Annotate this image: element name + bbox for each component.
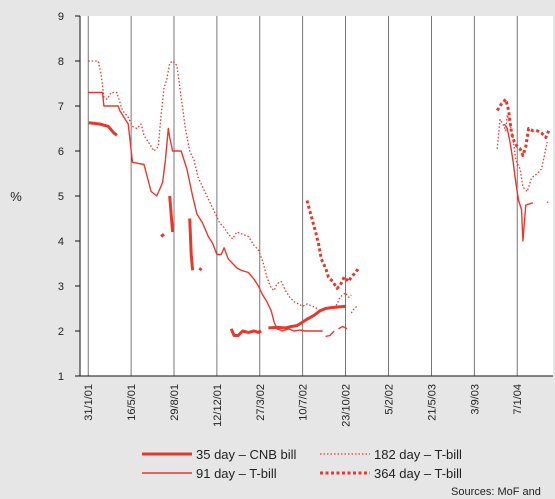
series-1 [88,121,346,337]
series-line [338,325,348,330]
x-tick-label: 16/5/01 [126,384,138,421]
x-tick-label: 10/7/02 [298,384,310,421]
y-tick-label: 6 [58,146,64,158]
series-line [88,60,318,310]
source-note: Sources: MoF and [451,486,541,498]
y-axis-label: % [10,189,22,204]
series-layer [88,60,551,338]
series-line [325,330,335,338]
y-tick-label: 7 [58,101,64,113]
series-line [188,218,195,271]
series-2 [88,91,534,338]
y-tick-label: 4 [58,236,64,248]
legend-label: 35 day – CNB bill [196,447,297,462]
series-4 [305,97,551,290]
axis-layer [75,15,553,377]
y-tick-label: 8 [58,56,64,68]
series-line [88,91,323,332]
series-line [198,267,203,272]
legend-label: 182 day – T-bill [374,447,462,462]
series-line [496,114,548,193]
series-line [160,233,165,238]
x-tick-label: 3/9/03 [469,384,481,415]
x-tick-label: 5/2/02 [384,384,396,415]
series-line [305,200,360,290]
y-tick-label: 9 [58,11,64,23]
series-3 [88,60,550,314]
series-line [168,195,175,233]
y-tick-label: 3 [58,281,64,293]
legend-label: 364 day – T-bill [374,466,462,481]
tick-layer: 31/1/01 16/5/01 29/8/01 12/12/01 27/3/02 10/7… [58,11,524,427]
x-tick-label: 7/1/04 [512,384,524,415]
x-tick-label: 29/8/01 [169,384,181,421]
series-line [88,121,118,137]
series-line [333,292,352,309]
x-tick-label: 12/12/01 [212,384,224,427]
y-tick-label: 2 [58,326,64,338]
legend-label: 91 day – T-bill [196,466,277,481]
series-line [268,304,346,330]
series-line [503,123,534,242]
x-tick-label: 31/1/01 [83,384,95,421]
series-line [350,305,358,314]
y-tick-label: 1 [58,371,64,383]
plot-area [80,16,553,376]
legend: 35 day – CNB bill 182 day – T-bill 91 day … [142,447,462,481]
x-tick-label: 27/3/02 [255,384,267,421]
y-tick-label: 5 [58,191,64,203]
series-line [546,200,550,204]
x-tick-label: 23/10/02 [341,384,353,427]
series-line [229,328,262,337]
grid-layer [80,16,553,376]
x-tick-label: 21/5/03 [426,384,438,421]
